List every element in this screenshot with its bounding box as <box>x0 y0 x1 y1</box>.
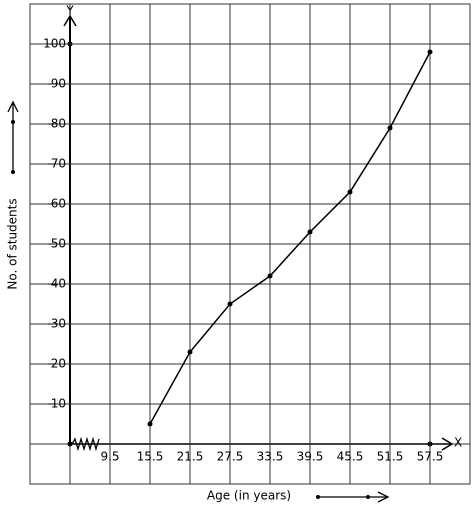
y-tick-label: 60 <box>51 197 66 211</box>
y-tick-label: 50 <box>51 237 66 251</box>
y-tick-label: 20 <box>51 357 66 371</box>
y-tick-label: 70 <box>51 157 66 171</box>
x-tick-label: 51.5 <box>377 450 404 464</box>
series-line <box>149 51 431 425</box>
origin-dot <box>67 441 73 447</box>
y-axis-label: No. of students <box>6 198 20 289</box>
y-tick-label: 80 <box>51 117 66 131</box>
y-axis-arrow <box>63 14 77 27</box>
x-tick-label: 27.5 <box>217 450 244 464</box>
x-axis-label: Age (in years) <box>207 489 291 503</box>
x-label-arrow <box>316 491 390 503</box>
data-point <box>147 421 153 427</box>
x-tick-label: 21.5 <box>177 450 204 464</box>
x-tick-label: 45.5 <box>337 450 364 464</box>
x-axis-arrow <box>441 437 454 451</box>
data-point <box>427 49 433 55</box>
x-tick-label: 9.5 <box>100 450 119 464</box>
y-label-arrow <box>7 100 19 174</box>
data-point <box>227 301 233 307</box>
data-point <box>267 273 273 279</box>
y-tick-label: 40 <box>51 277 66 291</box>
x-tick-label: 57.5 <box>417 450 444 464</box>
axis-break <box>71 436 100 452</box>
y-tick-label: 90 <box>51 77 66 91</box>
data-point <box>307 229 313 235</box>
x-tick-label: 39.5 <box>297 450 324 464</box>
y-tick-label: 10 <box>51 397 66 411</box>
y-axis-name: Y <box>65 4 74 18</box>
x-tick-label: 33.5 <box>257 450 284 464</box>
x-axis-name: X <box>454 436 462 450</box>
data-point <box>347 189 353 195</box>
data-point <box>187 349 193 355</box>
data-point <box>387 125 393 131</box>
x-tick-label: 15.5 <box>137 450 164 464</box>
y-tick-label: 30 <box>51 317 66 331</box>
y-tick-label: 100 <box>43 37 66 51</box>
